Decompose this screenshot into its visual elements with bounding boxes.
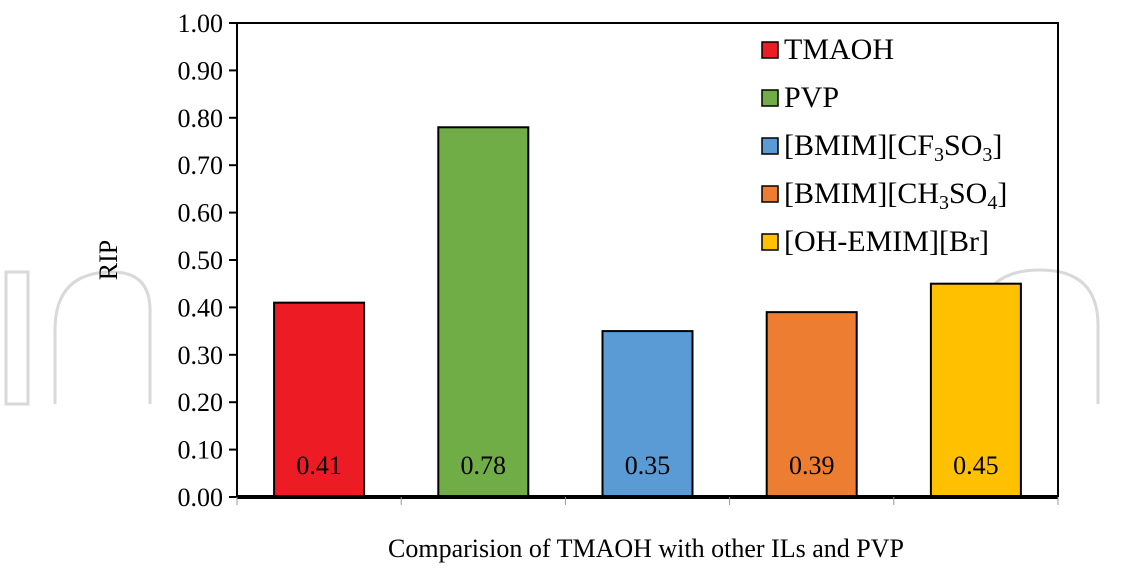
y-tick-label: 0.20 xyxy=(178,388,224,417)
legend-swatch xyxy=(761,185,779,203)
legend-swatch xyxy=(761,137,779,155)
data-label: 0.78 xyxy=(461,451,507,480)
y-tick-label: 1.00 xyxy=(178,9,224,38)
y-tick-label: 0.40 xyxy=(178,293,224,322)
y-axis-title: RIP xyxy=(94,240,123,280)
x-axis-title: Comparision of TMAOH with other ILs and … xyxy=(388,534,904,563)
legend-label: PVP xyxy=(784,81,839,114)
bar xyxy=(765,311,858,499)
legend-swatch xyxy=(761,233,779,251)
legend-swatch xyxy=(761,41,779,59)
plot-area: 0.00 0.10 0.20 0.30 0.40 0.50 0.60 0.70 0.80 0.90… xyxy=(178,9,1059,512)
y-tick-label: 0.30 xyxy=(178,341,224,370)
y-tick-label: 0.90 xyxy=(178,56,224,85)
legend-swatch xyxy=(761,89,779,107)
legend: TMAOH PVP [BMIM][CF3SO3] [BMIM][CH3SO4] [OH-… xyxy=(761,33,1007,258)
legend-label: [BMIM][CH3SO4] xyxy=(784,177,1007,214)
legend-label: TMAOH xyxy=(784,33,894,66)
data-label: 0.45 xyxy=(953,451,999,480)
legend-label: [BMIM][CF3SO3] xyxy=(784,129,1002,166)
legend-label: [OH-EMIM][Br] xyxy=(784,225,989,258)
bar xyxy=(437,126,530,498)
data-label: 0.35 xyxy=(625,451,671,480)
bar xyxy=(601,330,694,498)
bar xyxy=(273,301,366,498)
y-tick-label: 0.60 xyxy=(178,199,224,228)
data-label: 0.39 xyxy=(789,451,835,480)
y-tick-label: 0.80 xyxy=(178,104,224,133)
data-label: 0.41 xyxy=(296,451,342,480)
y-tick-label: 0.10 xyxy=(178,436,224,465)
y-tick-label: 0.70 xyxy=(178,151,224,180)
y-tick-label: 0.50 xyxy=(178,246,224,275)
plot-frame xyxy=(237,22,1059,497)
y-tick-label: 0.00 xyxy=(178,483,224,512)
